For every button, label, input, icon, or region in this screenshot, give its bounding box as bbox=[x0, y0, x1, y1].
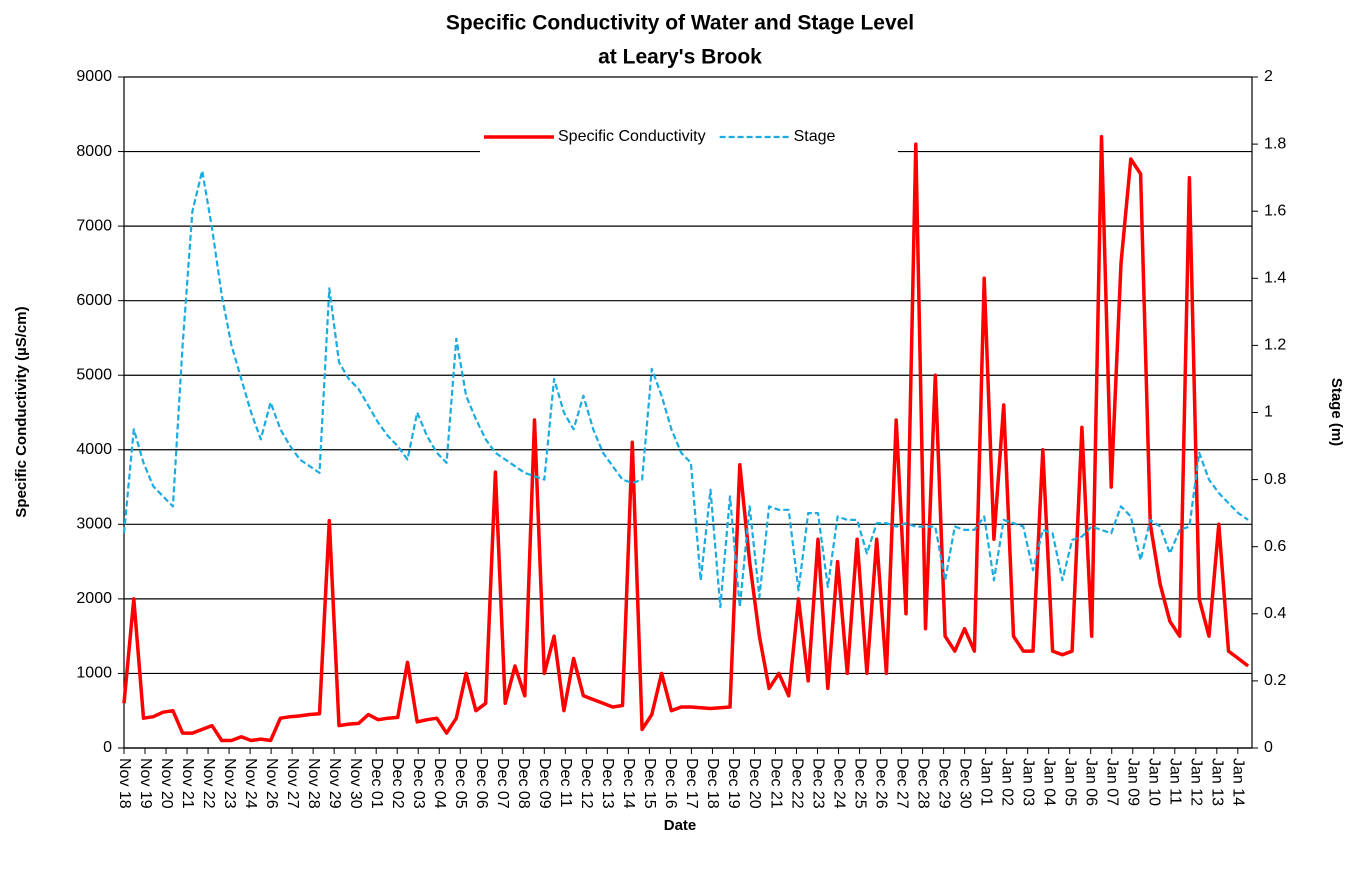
legend-label: Stage bbox=[794, 128, 836, 145]
chart-title: at Leary's Brook bbox=[598, 46, 762, 69]
x-tick-label: Dec 11 bbox=[557, 758, 574, 808]
x-tick-label: Jan 07 bbox=[1103, 758, 1120, 806]
x-tick-label: Jan 14 bbox=[1230, 758, 1247, 806]
y2-tick-label: 1.6 bbox=[1264, 202, 1286, 219]
x-tick-label: Dec 19 bbox=[725, 758, 742, 809]
x-tick-label: Dec 09 bbox=[536, 758, 553, 809]
x-tick-label: Dec 14 bbox=[620, 758, 637, 809]
x-tick-label: Nov 24 bbox=[242, 758, 259, 809]
y2-tick-label: 2 bbox=[1264, 68, 1273, 85]
y-tick-label: 1000 bbox=[76, 665, 112, 682]
legend-label: Specific Conductivity bbox=[558, 128, 706, 145]
x-tick-label: Dec 01 bbox=[368, 758, 385, 809]
x-tick-label: Dec 28 bbox=[914, 758, 931, 809]
x-tick-label: Dec 16 bbox=[662, 758, 679, 809]
x-tick-label: Dec 02 bbox=[389, 758, 406, 809]
x-tick-label: Jan 04 bbox=[1040, 758, 1057, 806]
x-tick-label: Nov 21 bbox=[179, 758, 196, 809]
x-tick-label: Nov 27 bbox=[284, 758, 301, 809]
x-tick-label: Jan 11 bbox=[1167, 758, 1184, 805]
x-tick-label: Dec 30 bbox=[956, 758, 973, 809]
y-axis-title: Specific Conductivity (µS/cm) bbox=[13, 306, 30, 517]
x-tick-label: Jan 12 bbox=[1188, 758, 1205, 806]
y2-tick-label: 1.8 bbox=[1264, 135, 1286, 152]
x-tick-label: Dec 25 bbox=[851, 758, 868, 809]
x-axis-title: Date bbox=[664, 817, 697, 834]
series-line bbox=[122, 134, 1250, 743]
x-tick-label: Jan 02 bbox=[998, 758, 1015, 806]
y-tick-label: 6000 bbox=[76, 292, 112, 309]
x-tick-label: Dec 03 bbox=[410, 758, 427, 809]
x-tick-label: Nov 30 bbox=[347, 758, 364, 809]
y2-tick-label: 0.4 bbox=[1264, 605, 1286, 622]
chart-title: Specific Conductivity of Water and Stage… bbox=[446, 12, 914, 35]
x-tick-label: Nov 20 bbox=[158, 758, 175, 809]
y2-tick-label: 0.2 bbox=[1264, 672, 1286, 689]
x-tick-label: Dec 18 bbox=[704, 758, 721, 809]
x-tick-label: Dec 17 bbox=[683, 758, 700, 809]
y2-tick-label: 1 bbox=[1264, 404, 1273, 421]
y2-tick-label: 0.8 bbox=[1264, 471, 1286, 488]
x-tick-label: Dec 05 bbox=[452, 758, 469, 809]
legend: Specific Conductivity Stage bbox=[480, 118, 898, 156]
x-tick-label: Dec 22 bbox=[788, 758, 805, 809]
x-tick-label: Dec 06 bbox=[473, 758, 490, 809]
x-tick-label: Jan 09 bbox=[1125, 758, 1142, 806]
y2-axis-title: Stage (m) bbox=[1328, 378, 1345, 446]
x-tick-label: Dec 21 bbox=[767, 758, 784, 809]
y-tick-label: 2000 bbox=[76, 590, 112, 607]
x-tick-label: Nov 22 bbox=[200, 758, 217, 809]
x-tick-label: Dec 04 bbox=[431, 758, 448, 809]
x-tick-label: Dec 26 bbox=[872, 758, 889, 809]
y-tick-label: 4000 bbox=[76, 441, 112, 458]
y-tick-label: 5000 bbox=[76, 366, 112, 383]
series-line bbox=[122, 169, 1249, 609]
x-tick-label: Dec 12 bbox=[578, 758, 595, 809]
y-tick-label: 9000 bbox=[76, 68, 112, 85]
x-tick-label: Dec 08 bbox=[515, 758, 532, 809]
y-tick-label: 3000 bbox=[76, 516, 112, 533]
x-tick-label: Jan 03 bbox=[1019, 758, 1036, 806]
y-tick-label: 0 bbox=[103, 739, 112, 756]
y2-tick-label: 0 bbox=[1264, 739, 1273, 756]
y-tick-label: 8000 bbox=[76, 143, 112, 160]
x-tick-label: Dec 07 bbox=[494, 758, 511, 809]
y2-tick-label: 0.6 bbox=[1264, 538, 1286, 555]
x-tick-label: Nov 19 bbox=[137, 758, 154, 809]
x-tick-label: Nov 18 bbox=[116, 758, 133, 809]
x-tick-label: Nov 26 bbox=[263, 758, 280, 809]
x-tick-label: Dec 27 bbox=[893, 758, 910, 809]
x-tick-label: Jan 13 bbox=[1209, 758, 1226, 806]
x-tick-label: Dec 29 bbox=[935, 758, 952, 809]
x-tick-label: Dec 13 bbox=[599, 758, 616, 809]
x-tick-label: Jan 06 bbox=[1082, 758, 1099, 806]
x-tick-label: Dec 15 bbox=[641, 758, 658, 809]
x-tick-label: Dec 24 bbox=[830, 758, 847, 809]
y-tick-label: 7000 bbox=[76, 217, 112, 234]
x-tick-label: Nov 23 bbox=[221, 758, 238, 809]
x-tick-label: Jan 10 bbox=[1146, 758, 1163, 806]
x-tick-label: Jan 05 bbox=[1061, 758, 1078, 806]
y2-tick-label: 1.4 bbox=[1264, 270, 1286, 287]
x-tick-label: Dec 23 bbox=[809, 758, 826, 809]
y2-tick-label: 1.2 bbox=[1264, 337, 1286, 354]
x-tick-label: Nov 29 bbox=[326, 758, 343, 809]
x-tick-label: Nov 28 bbox=[305, 758, 322, 809]
x-tick-label: Dec 20 bbox=[746, 758, 763, 809]
x-tick-label: Jan 01 bbox=[977, 758, 994, 806]
